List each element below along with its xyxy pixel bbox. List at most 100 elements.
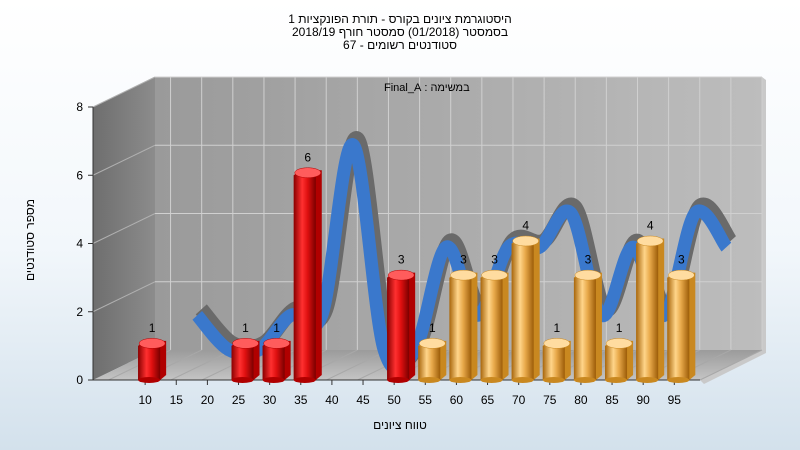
bar bbox=[418, 338, 447, 383]
grid-line-floor bbox=[699, 349, 763, 381]
x-tick-label: 40 bbox=[325, 393, 339, 407]
x-tick-label: 10 bbox=[138, 393, 152, 407]
bar bbox=[231, 338, 260, 383]
bar-top bbox=[605, 338, 633, 349]
x-axis-title: טווח ציונים bbox=[373, 418, 427, 432]
bar-body bbox=[511, 243, 534, 380]
x-tick-label: 50 bbox=[387, 393, 401, 407]
bar bbox=[293, 167, 322, 383]
bar-body bbox=[573, 277, 596, 380]
bar-top bbox=[668, 269, 695, 281]
x-tick-label: 65 bbox=[481, 393, 495, 407]
bar-base bbox=[542, 377, 565, 383]
x-tick-label: 85 bbox=[605, 393, 619, 407]
chart-title-line-1: היסטוגרמת ציונים בקורס - תורת הפונקציות … bbox=[288, 12, 512, 26]
bar-base bbox=[480, 377, 503, 383]
bar-top bbox=[481, 269, 508, 281]
bar-body bbox=[387, 277, 410, 380]
data-label: 3 bbox=[491, 253, 498, 267]
bar-body bbox=[636, 243, 659, 380]
y-tick-label: 2 bbox=[76, 305, 83, 319]
bar-top bbox=[294, 167, 322, 178]
bar bbox=[387, 269, 416, 383]
bar-top bbox=[512, 235, 539, 247]
data-label: 1 bbox=[149, 321, 156, 335]
chart-title-line-2: בסמסטר (01/2018) סמסטר חורף 2018/19 bbox=[291, 25, 509, 39]
bar bbox=[573, 269, 602, 383]
y-tick-label: 0 bbox=[76, 373, 83, 387]
bar-base bbox=[293, 377, 316, 383]
bar bbox=[449, 269, 478, 383]
bar bbox=[480, 269, 509, 383]
bar-base bbox=[605, 377, 628, 383]
bar-body bbox=[667, 277, 690, 380]
grid-line-floor bbox=[170, 349, 234, 381]
bar-top bbox=[387, 269, 415, 281]
bar-base bbox=[667, 377, 690, 383]
bar bbox=[138, 338, 167, 383]
bar-base bbox=[573, 377, 596, 383]
bar-body bbox=[138, 345, 161, 380]
bar bbox=[636, 235, 665, 383]
x-tick-label: 45 bbox=[356, 393, 370, 407]
x-tick-label: 95 bbox=[668, 393, 682, 407]
data-label: 1 bbox=[242, 321, 249, 335]
task-annotation: במשימה : Final_A bbox=[384, 82, 470, 94]
bar-top bbox=[636, 235, 664, 247]
y-axis-title: מספר סטודנטים bbox=[23, 198, 37, 282]
bar-top bbox=[543, 338, 571, 349]
x-tick-label: 30 bbox=[263, 393, 277, 407]
bar-top bbox=[574, 269, 602, 281]
bar bbox=[511, 235, 540, 383]
x-tick-label: 35 bbox=[294, 393, 308, 407]
y-tick-label: 6 bbox=[76, 168, 83, 182]
bar-body bbox=[605, 345, 628, 380]
bar-body bbox=[262, 345, 285, 380]
bar-top bbox=[419, 338, 446, 349]
grid-line-depth bbox=[92, 76, 156, 108]
chart-title-line-3: סטודנטים רשומים - 67 bbox=[343, 38, 457, 52]
bar-base bbox=[511, 377, 534, 383]
data-label: 4 bbox=[522, 219, 529, 233]
bar-body bbox=[449, 277, 472, 380]
bar-base bbox=[636, 377, 659, 383]
data-label: 3 bbox=[585, 253, 592, 267]
y-tick-label: 8 bbox=[76, 100, 83, 114]
data-label: 1 bbox=[429, 321, 436, 335]
x-tick-label: 70 bbox=[512, 393, 526, 407]
data-label: 3 bbox=[460, 253, 467, 267]
x-tick-label: 60 bbox=[450, 393, 464, 407]
y-tick-label: 4 bbox=[76, 237, 83, 251]
data-label: 4 bbox=[647, 219, 654, 233]
bar-base bbox=[138, 377, 161, 383]
x-tick-label: 55 bbox=[419, 393, 433, 407]
x-tick-label: 15 bbox=[170, 393, 184, 407]
bar-base bbox=[231, 377, 254, 383]
right-edge bbox=[700, 77, 766, 384]
bar bbox=[605, 338, 634, 383]
bar-top bbox=[263, 338, 290, 349]
bar-top bbox=[450, 269, 477, 281]
bar-top bbox=[138, 338, 166, 349]
x-tick-label: 75 bbox=[543, 393, 557, 407]
data-label: 3 bbox=[398, 253, 405, 267]
x-tick-label: 90 bbox=[637, 393, 651, 407]
bar bbox=[542, 338, 571, 383]
grid-line-depth bbox=[92, 213, 156, 244]
grid-line-depth bbox=[92, 281, 156, 313]
grid-line-depth bbox=[92, 144, 156, 176]
data-label: 1 bbox=[553, 321, 560, 335]
bar-body bbox=[480, 277, 503, 380]
x-tick-label: 20 bbox=[201, 393, 215, 407]
bar-body bbox=[231, 345, 254, 380]
bar bbox=[262, 338, 291, 383]
data-label: 3 bbox=[678, 253, 685, 267]
bar-body bbox=[293, 175, 316, 380]
x-tick-label: 80 bbox=[574, 393, 588, 407]
bar-base bbox=[387, 377, 410, 383]
x-tick-label: 25 bbox=[232, 393, 246, 407]
bar-base bbox=[418, 377, 441, 383]
grid-line-floor bbox=[326, 349, 389, 381]
